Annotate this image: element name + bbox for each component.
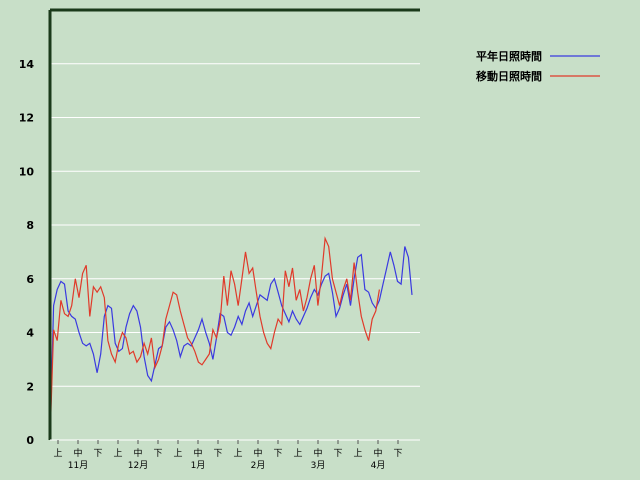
x-period-label: 中 bbox=[253, 447, 262, 459]
y-tick-label: 10 bbox=[19, 165, 35, 178]
x-axis-ticks: 上中下上中下上中下上中下上中下上中下11月 12月 1月 2月 3月 4月 bbox=[53, 440, 403, 471]
x-month-label: 4月 bbox=[371, 460, 386, 471]
x-period-label: 下 bbox=[153, 449, 162, 459]
y-tick-label: 2 bbox=[26, 380, 34, 393]
y-tick-label: 0 bbox=[26, 434, 34, 447]
x-period-label: 中 bbox=[373, 447, 382, 459]
x-period-label: 上 bbox=[233, 448, 242, 459]
grid-lines bbox=[50, 63, 420, 387]
x-period-label: 上 bbox=[173, 448, 182, 459]
x-period-label: 下 bbox=[273, 449, 282, 459]
x-period-label: 上 bbox=[353, 448, 362, 459]
series-line-moving bbox=[49, 236, 380, 441]
x-period-label: 上 bbox=[53, 448, 62, 459]
series-line-normal bbox=[49, 246, 413, 441]
series-group bbox=[49, 236, 413, 441]
x-month-label: 3月 bbox=[311, 460, 326, 471]
y-tick-label: 14 bbox=[19, 58, 35, 71]
legend-label: 移動日照時間 bbox=[476, 69, 542, 83]
x-period-label: 上 bbox=[293, 448, 302, 459]
y-axis-ticks: 0 2 4 6 8 10 12 14 bbox=[19, 58, 35, 447]
x-period-label: 下 bbox=[213, 449, 222, 459]
x-period-label: 中 bbox=[193, 447, 202, 459]
x-month-label: 1月 bbox=[191, 460, 206, 471]
y-tick-label: 8 bbox=[26, 219, 34, 232]
x-month-label: 11月 bbox=[68, 460, 88, 471]
x-month-label: 2月 bbox=[251, 460, 266, 471]
y-tick-label: 4 bbox=[26, 327, 34, 340]
legend-label: 平年日照時間 bbox=[476, 49, 542, 63]
x-period-label: 下 bbox=[333, 449, 342, 459]
y-tick-label: 12 bbox=[19, 112, 34, 125]
x-month-label: 12月 bbox=[128, 460, 148, 471]
y-tick-label: 6 bbox=[26, 273, 34, 286]
x-period-label: 中 bbox=[313, 447, 322, 459]
x-period-label: 下 bbox=[93, 449, 102, 459]
x-period-label: 下 bbox=[393, 449, 402, 459]
x-period-label: 中 bbox=[73, 447, 82, 459]
x-period-label: 中 bbox=[133, 447, 142, 459]
x-period-label: 上 bbox=[113, 448, 122, 459]
